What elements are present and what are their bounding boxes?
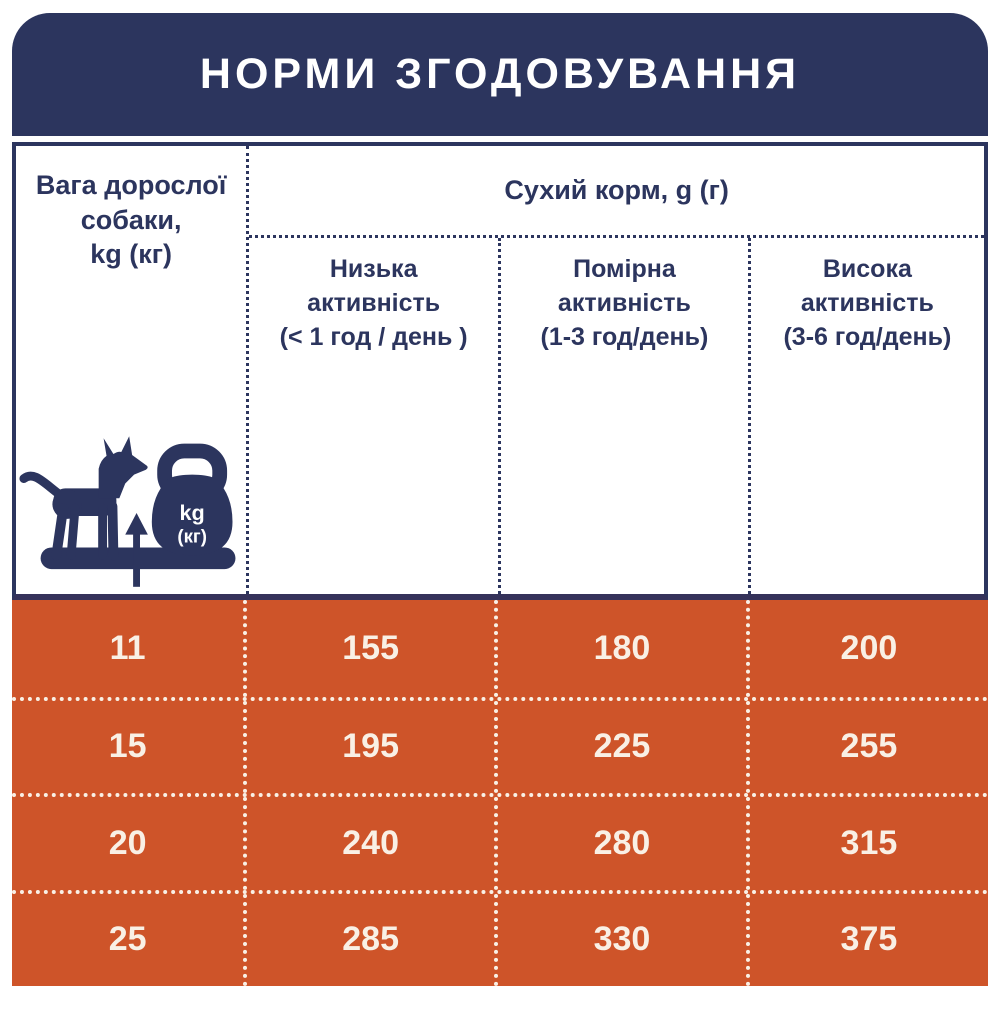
kettlebell-label-top: kg bbox=[180, 500, 205, 525]
value-cell-high: 255 bbox=[840, 727, 898, 766]
table-row: 11 155 180 200 bbox=[12, 600, 988, 697]
up-arrow-icon bbox=[125, 513, 148, 587]
page-title-banner: НОРМИ ЗГОДОВУВАННЯ bbox=[12, 13, 988, 136]
value-cell-low: 285 bbox=[247, 893, 499, 986]
weight-cell: 11 bbox=[12, 600, 248, 697]
kettlebell-label-bottom: (кг) bbox=[177, 526, 207, 547]
value-cell-moderate: 280 bbox=[498, 797, 750, 890]
feeding-table-header: Вага дорослої собаки, kg (кг) bbox=[12, 142, 988, 600]
page: НОРМИ ЗГОДОВУВАННЯ Вага дорослої собаки,… bbox=[0, 13, 1000, 986]
value-cell-low: 240 bbox=[247, 797, 499, 890]
page-title: НОРМИ ЗГОДОВУВАННЯ bbox=[199, 50, 801, 98]
value-cell-moderate: 180 bbox=[498, 600, 750, 697]
activity-column-header-low: Низька активність (< 1 год / день ) bbox=[279, 255, 468, 351]
weight-cell: 25 bbox=[12, 893, 248, 986]
value-cell-low: 195 bbox=[247, 700, 499, 793]
value-cell-high: 315 bbox=[840, 823, 898, 862]
weight-cell: 15 bbox=[12, 700, 248, 793]
dry-food-header: Сухий корм, g (г) bbox=[249, 146, 984, 238]
table-row: 20 240 280 315 bbox=[12, 793, 988, 890]
activity-column-header-high: Висока активність (3-6 год/день) bbox=[747, 238, 984, 594]
table-row: 15 195 225 255 bbox=[12, 696, 988, 793]
weight-column-label: Вага дорослої собаки, kg (кг) bbox=[35, 170, 227, 270]
activity-column-header-moderate: Помірна активність (1-3 год/день) bbox=[498, 238, 748, 594]
value-cell-low: 155 bbox=[247, 600, 499, 697]
value-cell-high: 375 bbox=[840, 920, 898, 959]
kettlebell-icon: kg (кг) bbox=[151, 443, 233, 556]
table-row: 25 285 330 375 bbox=[12, 889, 988, 986]
weight-cell: 20 bbox=[12, 797, 248, 890]
value-cell-moderate: 330 bbox=[498, 893, 750, 986]
feeding-table-body: 11 155 180 200 15 195 225 255 20 240 280… bbox=[12, 600, 988, 986]
value-cell-high: 200 bbox=[840, 628, 898, 667]
weight-column-header: Вага дорослої собаки, kg (кг) bbox=[16, 146, 250, 594]
value-cell-moderate: 225 bbox=[498, 700, 750, 793]
dog-weight-illustration: kg (кг) bbox=[19, 436, 236, 587]
dog-icon bbox=[19, 436, 148, 561]
